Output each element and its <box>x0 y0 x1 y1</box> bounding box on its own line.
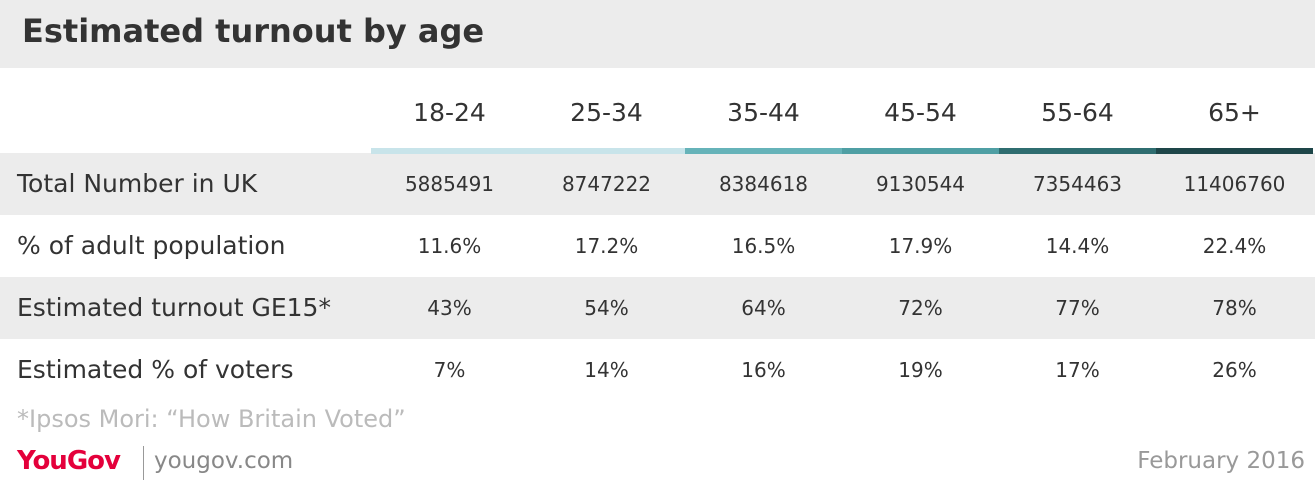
column-header: 35-44 <box>727 98 800 127</box>
cell: 7354463 <box>1032 172 1123 196</box>
cell: 11406760 <box>1183 172 1286 196</box>
column-header: 45-54 <box>884 98 957 127</box>
column-bar <box>999 148 1156 154</box>
column-bar <box>842 148 999 154</box>
cell: 26% <box>1212 358 1257 382</box>
cell: 77% <box>1055 296 1100 320</box>
column-bar <box>371 148 528 154</box>
column-header: 65+ <box>1208 98 1261 127</box>
row-label: Total Number in UK <box>17 169 258 198</box>
cell: 8384618 <box>718 172 809 196</box>
row-background <box>0 277 1315 339</box>
cell: 72% <box>898 296 943 320</box>
cell: 64% <box>741 296 786 320</box>
row-label: Estimated turnout GE15* <box>17 293 331 322</box>
cell: 43% <box>427 296 472 320</box>
title-band <box>0 0 1315 68</box>
cell: 78% <box>1212 296 1257 320</box>
column-header: 25-34 <box>570 98 643 127</box>
cell: 9130544 <box>875 172 966 196</box>
brand-logo: YouGov <box>17 446 121 476</box>
column-header: 18-24 <box>413 98 486 127</box>
row-label: % of adult population <box>17 231 286 260</box>
column-header: 55-64 <box>1041 98 1114 127</box>
cell: 14.4% <box>1045 234 1110 258</box>
footnote: *Ipsos Mori: “How Britain Voted” <box>17 405 406 433</box>
cell: 5885491 <box>404 172 495 196</box>
row-label: Estimated % of voters <box>17 355 294 384</box>
row-background <box>0 153 1315 215</box>
title: Estimated turnout by age <box>22 12 485 50</box>
column-bar <box>685 148 842 154</box>
cell: 17.2% <box>574 234 639 258</box>
cell: 8747222 <box>561 172 652 196</box>
cell: 16.5% <box>731 234 796 258</box>
site-url: yougov.com <box>154 448 294 474</box>
cell: 11.6% <box>417 234 482 258</box>
cell: 22.4% <box>1202 234 1267 258</box>
column-bar <box>1156 148 1313 154</box>
cell: 7% <box>433 358 466 382</box>
cell: 19% <box>898 358 943 382</box>
separator <box>143 446 144 480</box>
cell: 16% <box>741 358 786 382</box>
cell: 54% <box>584 296 629 320</box>
cell: 14% <box>584 358 629 382</box>
column-bar <box>528 148 685 154</box>
cell: 17.9% <box>888 234 953 258</box>
date: February 2016 <box>1137 448 1305 474</box>
cell: 17% <box>1055 358 1100 382</box>
